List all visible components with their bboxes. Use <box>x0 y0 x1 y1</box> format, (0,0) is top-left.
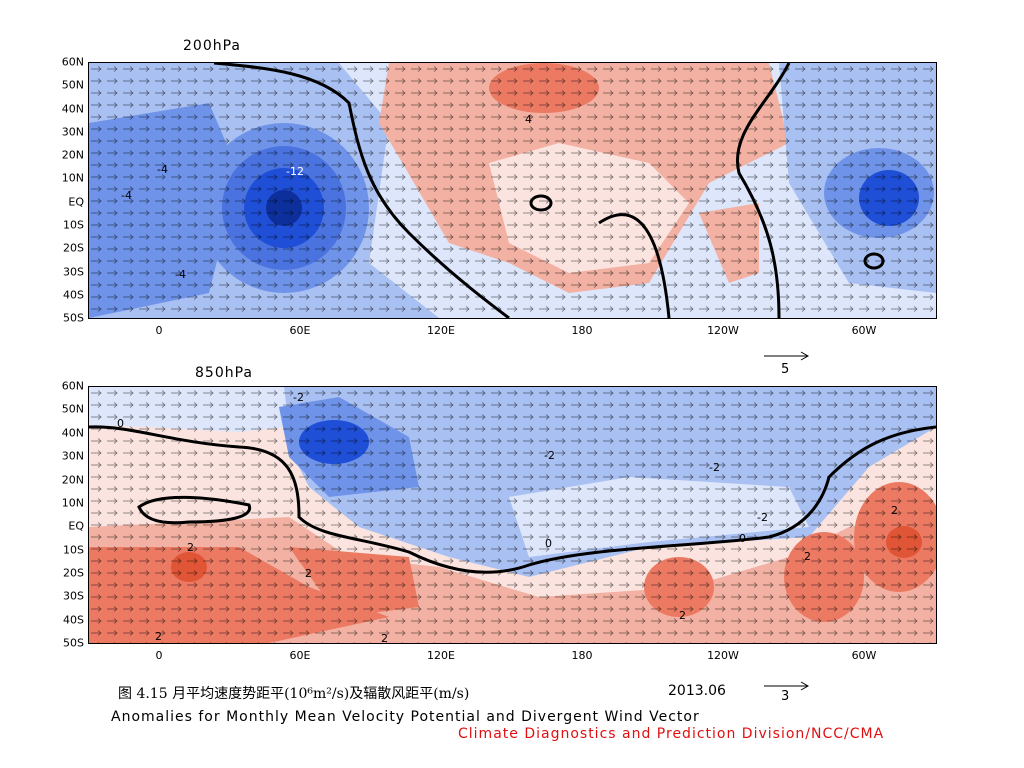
contour-label: 2 <box>305 567 312 580</box>
lat-label: 50S <box>63 636 84 650</box>
lon-label: 180 <box>571 649 593 662</box>
bottom-map: -2 -2 -2 -2 2 2 2 2 2 2 2 0 0 0 <box>88 386 937 644</box>
lon-label: 120W <box>707 324 739 337</box>
lat-label: 20N <box>61 148 84 162</box>
contour-label: -2 <box>293 391 304 404</box>
lon-label: 120E <box>427 324 455 337</box>
contour-label: 0 <box>117 417 124 430</box>
lat-label: 20S <box>63 566 84 580</box>
contour-label: -4 <box>157 163 168 176</box>
lat-label: 40N <box>61 426 84 440</box>
lat-label: 20N <box>61 473 84 486</box>
contour-label: -2 <box>544 449 555 462</box>
figure-caption-chinese: 图 4.15 月平均速度势距平(10⁶m²/s)及辐散风距平(m/s) <box>118 686 470 702</box>
bottom-map-svg: -2 -2 -2 -2 2 2 2 2 2 2 2 0 0 0 <box>89 387 936 643</box>
top-panel-title: 200hPa <box>183 38 241 54</box>
lat-label: 50N <box>61 78 84 92</box>
lat-label: 30S <box>63 589 84 603</box>
lon-label: 60E <box>289 324 311 337</box>
contour-label: 2 <box>381 632 388 643</box>
contour-label: 2 <box>679 609 686 622</box>
lon-label: 60E <box>289 649 311 662</box>
top-lon-axis: 0 60E 120E 180 120W 60W <box>88 324 935 338</box>
contour-label: -2 <box>757 511 768 524</box>
lat-label: 30N <box>61 125 84 139</box>
lon-label: 0 <box>155 649 163 662</box>
lat-label: 40S <box>63 288 84 302</box>
contour-label: 2 <box>187 541 194 554</box>
contour-label: 0 <box>545 537 552 550</box>
top-map-svg: -4 -4 -4 4 -12 <box>89 63 936 318</box>
lon-label: 60W <box>851 649 877 662</box>
bottom-lon-axis: 0 60E 120E 180 120W 60W <box>88 649 935 663</box>
lat-label: EQ <box>68 195 84 209</box>
lat-label: 50S <box>63 311 84 325</box>
lat-label: 60N <box>61 55 84 69</box>
top-lat-axis: 60N 50N 40N 30N 20N 10N EQ 10S 20S 30S 4… <box>46 56 86 325</box>
lat-label: 10S <box>63 543 84 556</box>
lat-label: 10N <box>61 171 84 185</box>
lat-label: 40S <box>63 613 84 627</box>
divergent-wind-vectors <box>89 63 936 318</box>
contour-label: 0 <box>739 532 746 545</box>
lon-label: 180 <box>571 324 593 337</box>
lat-label: 40N <box>61 102 84 115</box>
lat-label: 10N <box>61 496 84 510</box>
divergent-wind-vectors <box>89 387 936 643</box>
lat-label: 50N <box>61 402 84 416</box>
reference-vector-arrow <box>764 351 810 361</box>
lon-label: 120E <box>427 649 455 662</box>
lon-label: 60W <box>851 324 877 337</box>
contour-label: 2 <box>891 504 898 517</box>
contour-label: -4 <box>175 268 186 281</box>
lat-label: EQ <box>68 519 84 533</box>
top-map: -4 -4 -4 4 -12 <box>88 62 937 319</box>
contour-label: 2 <box>804 550 811 563</box>
contour-label: -2 <box>709 461 720 474</box>
lat-label: 30N <box>61 449 84 463</box>
bottom-lat-axis: 60N 50N 40N 30N 20N 10N EQ 10S 20S 30S 4… <box>46 380 86 650</box>
lat-label: 20S <box>63 241 84 255</box>
lat-label: 30S <box>63 265 84 278</box>
lon-label: 120W <box>707 649 739 662</box>
contour-label: 4 <box>525 113 532 126</box>
contour-label: -4 <box>121 189 132 202</box>
reference-vector-arrow <box>764 681 810 691</box>
reference-vector-value: 3 <box>781 689 790 704</box>
contour-label: 2 <box>155 630 162 643</box>
bottom-panel-title: 850hPa <box>195 365 253 381</box>
lon-label: 0 <box>155 324 163 337</box>
figure-caption-english: Anomalies for Monthly Mean Velocity Pote… <box>111 709 700 725</box>
contour-label: -12 <box>286 165 304 178</box>
lat-label: 10S <box>63 218 84 232</box>
reference-vector-value: 5 <box>781 362 790 377</box>
credit-line: Climate Diagnostics and Prediction Divis… <box>458 726 885 742</box>
figure-date: 2013.06 <box>668 683 726 699</box>
lat-label: 60N <box>61 379 84 393</box>
